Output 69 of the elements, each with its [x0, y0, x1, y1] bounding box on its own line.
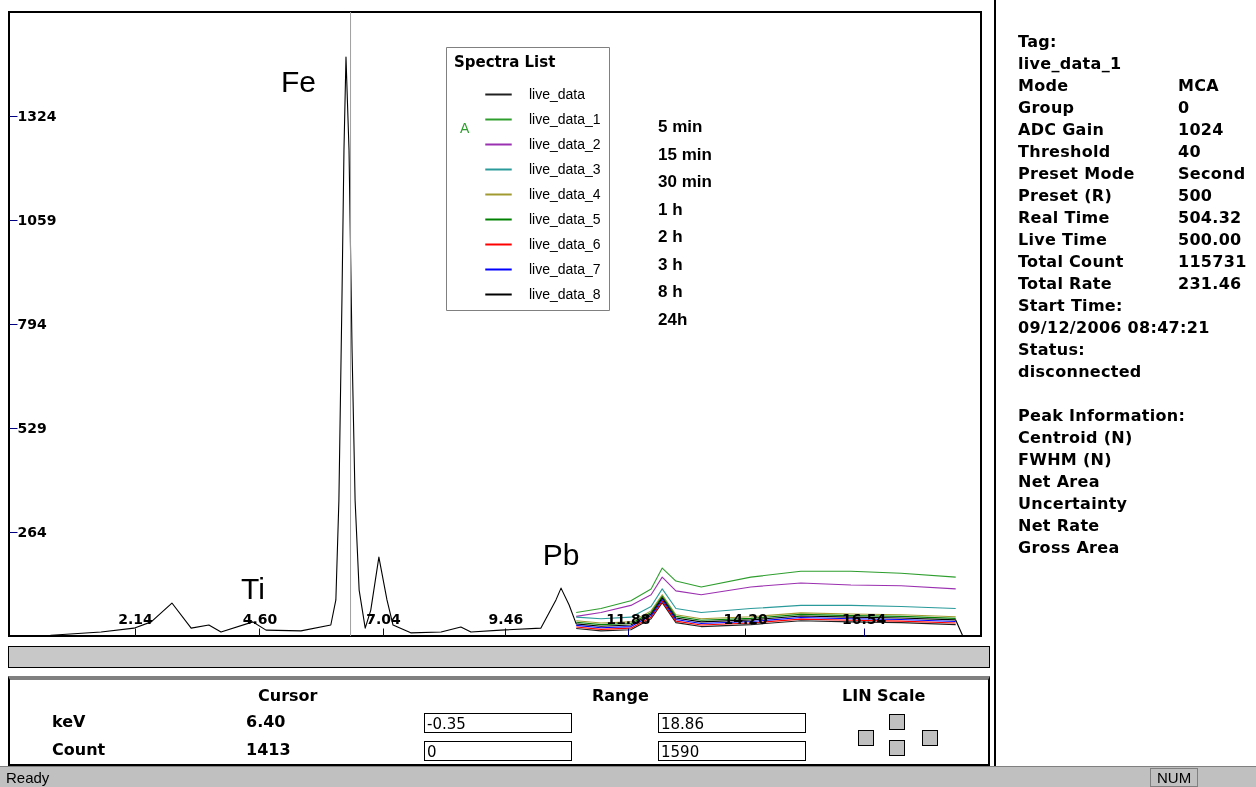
text: FWHM (N)	[1018, 450, 1112, 469]
text: Cursor	[258, 686, 318, 705]
legend-label: live_data_5	[529, 210, 601, 227]
text: Mode MCA	[1018, 76, 1219, 95]
x-tick-label: 4.60	[242, 610, 278, 627]
text: Live Time 500.00	[1018, 230, 1242, 249]
y-tick-label: 794	[17, 315, 47, 332]
legend-label: live_data_8	[529, 285, 601, 302]
legend-label: live_data_7	[529, 260, 601, 277]
annotation: 2 h	[658, 227, 683, 246]
annotation: Pb	[542, 538, 580, 572]
annotation: 5 min	[658, 117, 703, 136]
legend-label: live_data_2	[529, 135, 601, 152]
text: Tag:	[1018, 32, 1057, 51]
text: Total Count 115731	[1018, 252, 1247, 271]
annotation: 24h	[658, 309, 688, 329]
text: Peak Information:	[1018, 406, 1186, 425]
legend-label: live_data_6	[529, 235, 601, 252]
y-tick-label: 529	[17, 419, 47, 436]
text: Start Time:	[1018, 296, 1123, 315]
text: Centroid (N)	[1018, 428, 1133, 447]
text: Count	[52, 740, 106, 759]
text: keV	[52, 712, 86, 731]
x-tick-label: 9.46	[488, 610, 524, 627]
text: 0	[424, 741, 572, 761]
text: Uncertainty	[1018, 494, 1128, 513]
text: Real Time 504.32	[1018, 208, 1242, 227]
text: Gross Area	[1018, 538, 1120, 557]
annotation: A	[460, 120, 470, 136]
y-tick-label: 1324	[17, 107, 57, 124]
text: Preset Mode Second	[1018, 164, 1246, 183]
annotation: 1 h	[658, 199, 683, 219]
text: Net Rate	[1018, 516, 1100, 535]
text: NUM	[1150, 768, 1199, 787]
legend-label: live_data_4	[529, 185, 601, 202]
x-tick-label: 14.20	[723, 610, 769, 627]
text: Total Rate 231.46	[1018, 274, 1242, 293]
text: Net Area	[1018, 472, 1100, 491]
text: Range	[592, 686, 649, 705]
text: live_data_1	[1018, 54, 1122, 73]
legend-label: live_data_3	[529, 160, 601, 177]
text: LIN Scale	[842, 686, 926, 705]
line-series	[575, 567, 957, 613]
text: Ready	[6, 769, 50, 786]
annotation: 30 min	[658, 172, 712, 191]
x-tick-label: 16.54	[841, 610, 887, 627]
annotation: 15 min	[658, 144, 712, 164]
x-tick-label: 2.14	[118, 610, 154, 627]
text: Preset (R) 500	[1018, 186, 1213, 205]
annotation: Fe	[280, 65, 316, 99]
y-tick-label: 1059	[17, 211, 57, 228]
legend-label: live_data_1	[529, 110, 601, 127]
annotation: 3 h	[658, 254, 683, 274]
y-tick-label: 264	[17, 523, 47, 540]
annotation: Ti	[240, 571, 265, 605]
text: Group 0	[1018, 98, 1190, 117]
annotation: 8 h	[658, 282, 683, 301]
text: disconnected	[1018, 362, 1142, 381]
text: 1590	[658, 741, 806, 761]
legend-title: Spectra List	[454, 53, 556, 71]
text: 6.40	[246, 712, 286, 731]
text: ADC Gain 1024	[1018, 120, 1224, 139]
text: 09/12/2006 08:47:21	[1018, 318, 1210, 337]
text: -0.35	[424, 713, 572, 733]
text: Threshold 40	[1018, 142, 1201, 161]
legend-label: live_data	[529, 85, 586, 102]
text: Status:	[1018, 340, 1086, 359]
text: 18.86	[658, 713, 806, 733]
text: 1413	[246, 740, 291, 759]
